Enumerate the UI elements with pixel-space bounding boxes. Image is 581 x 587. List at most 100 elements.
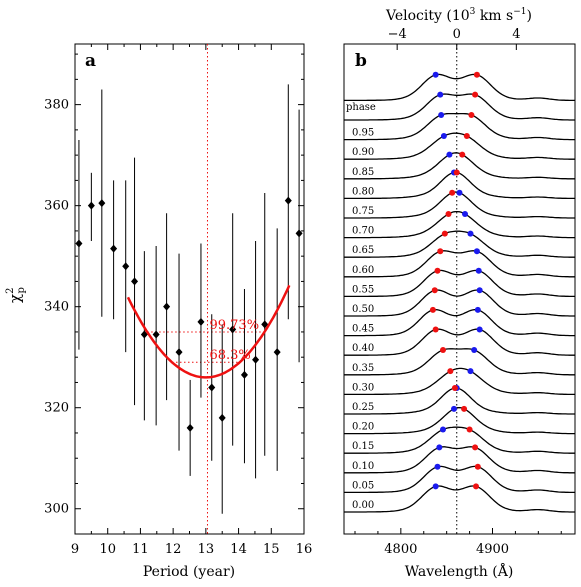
red-peak-marker-13 (441, 230, 448, 237)
spectrum-profile-7 (344, 348, 575, 376)
phase-label-19: 0.95 (352, 128, 374, 139)
data-point-4 (122, 262, 130, 271)
panel-a-xlabel: Period (year) (143, 564, 235, 580)
phase-label-9: 0.45 (352, 324, 374, 335)
data-point-5 (131, 277, 139, 286)
red-peak-marker-12 (437, 248, 444, 255)
blue-peak-marker-1 (434, 463, 441, 470)
red-peak-marker-2 (472, 444, 479, 451)
data-point-16 (252, 355, 260, 364)
phase-label-17: 0.85 (352, 167, 374, 178)
x-tick-label-14: 14 (230, 542, 247, 557)
red-peak-marker-19 (468, 111, 475, 118)
x-tick-label-16: 16 (296, 542, 313, 557)
blue-peak-marker-0 (432, 483, 439, 490)
x-tick-label-11: 11 (132, 542, 149, 557)
data-point-12 (208, 383, 216, 392)
blue-peak-marker-2 (436, 444, 443, 451)
red-peak-marker-20 (472, 91, 479, 98)
panel-b-xlabel: Wavelength (Å) (405, 562, 514, 580)
red-peak-marker-8 (432, 326, 439, 333)
red-peak-marker-14 (445, 210, 452, 217)
red-peak-marker-17 (459, 151, 466, 158)
spectrum-profile-12 (344, 250, 575, 278)
data-point-2 (98, 199, 106, 208)
spectrum-profile-4 (344, 406, 575, 435)
phase-label-8: 0.40 (352, 343, 374, 354)
phase-label-4: 0.20 (352, 422, 374, 433)
data-point-1 (87, 201, 95, 210)
red-peak-marker-6 (447, 368, 454, 375)
red-peak-marker-21 (473, 71, 480, 78)
panel-b-phase-header: phase (346, 102, 376, 113)
spectrum-profile-6 (344, 367, 575, 396)
red-peak-marker-10 (431, 287, 438, 294)
spectrum-profile-8 (344, 328, 575, 356)
data-point-3 (110, 244, 118, 253)
spectrum-profile-21 (344, 73, 575, 102)
b-top-tick-label: −4 (388, 27, 407, 42)
data-point-15 (240, 370, 248, 379)
blue-peak-marker-19 (438, 111, 445, 118)
blue-peak-marker-3 (440, 426, 446, 433)
x-tick-label-9: 9 (71, 542, 79, 557)
blue-peak-marker-4 (451, 405, 457, 412)
red-peak-marker-9 (429, 306, 436, 313)
spectrum-profile-1 (344, 465, 575, 494)
spectrum-profile-15 (344, 191, 575, 219)
data-point-10 (186, 423, 194, 432)
red-peak-marker-1 (474, 463, 481, 470)
red-peak-marker-4 (461, 405, 468, 412)
panel-a-frame (74, 43, 305, 535)
confidence-label-1: 68.3% (209, 348, 250, 363)
panel-b-frame (343, 43, 576, 535)
phase-label-3: 0.15 (352, 441, 374, 452)
red-peak-marker-16 (453, 169, 460, 176)
blue-peak-marker-8 (476, 326, 483, 333)
spectrum-profile-2 (344, 446, 575, 474)
phase-label-2: 0.10 (352, 461, 374, 472)
spectrum-profile-19 (344, 112, 575, 141)
spectrum-profile-18 (344, 132, 575, 160)
phase-label-16: 0.80 (352, 186, 374, 197)
blue-peak-marker-6 (467, 368, 474, 375)
y-tick-label-300: 300 (44, 502, 69, 517)
parabola-fit-curve (126, 284, 291, 379)
blue-peak-marker-12 (473, 248, 480, 255)
data-point-9 (175, 348, 183, 357)
panel-b-label: b (355, 51, 367, 71)
y-tick-label-380: 380 (44, 98, 69, 113)
spectrum-profile-10 (344, 289, 575, 317)
x-tick-label-15: 15 (263, 542, 280, 557)
b-top-tick-label: 4 (512, 27, 520, 42)
blue-peak-marker-18 (440, 132, 447, 139)
blue-peak-marker-15 (456, 189, 463, 196)
phase-label-7: 0.35 (352, 363, 374, 374)
spectrum-profile-5 (344, 387, 575, 415)
data-point-19 (284, 196, 292, 205)
blue-peak-marker-13 (467, 230, 474, 237)
spectrum-profile-11 (344, 269, 575, 298)
blue-peak-marker-9 (474, 306, 481, 313)
x-tick-label-12: 12 (165, 542, 182, 557)
red-peak-marker-7 (440, 346, 446, 353)
data-point-0 (75, 239, 83, 248)
spectrum-profile-20 (344, 93, 575, 121)
panel-b-top-axis-label: Velocity (103 km s−1) (385, 7, 532, 24)
b-x-tick-label: 4900 (476, 542, 509, 557)
spectrum-profile-0 (344, 485, 575, 513)
red-peak-marker-3 (466, 426, 473, 433)
data-point-14 (229, 325, 237, 334)
y-tick-label-320: 320 (44, 401, 69, 416)
data-point-20 (295, 229, 303, 238)
panel-a-label: a (85, 51, 96, 71)
phase-label-0: 0.00 (352, 500, 374, 511)
b-top-tick-label: 0 (453, 27, 461, 42)
blue-peak-marker-7 (471, 346, 478, 353)
x-tick-label-10: 10 (99, 542, 116, 557)
blue-peak-marker-20 (437, 91, 444, 98)
phase-label-12: 0.60 (352, 265, 374, 276)
spectrum-profile-13 (344, 230, 575, 258)
spectrum-profile-17 (344, 152, 575, 180)
phase-label-18: 0.90 (352, 147, 374, 158)
